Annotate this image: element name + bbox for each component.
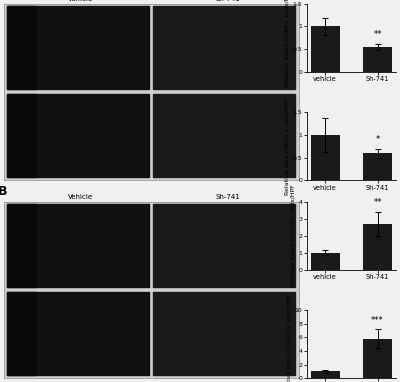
Bar xyxy=(7,94,148,177)
Bar xyxy=(7,94,36,177)
Text: Sh-741: Sh-741 xyxy=(216,0,240,2)
Text: **: ** xyxy=(373,30,382,39)
Bar xyxy=(7,204,36,287)
Bar xyxy=(363,47,392,72)
Bar xyxy=(7,204,148,287)
Bar xyxy=(311,371,340,378)
Bar xyxy=(363,224,392,270)
Bar xyxy=(363,339,392,378)
Text: Sh-741: Sh-741 xyxy=(216,194,240,200)
Bar xyxy=(7,6,148,89)
Text: **: ** xyxy=(373,198,382,207)
Text: *: * xyxy=(375,135,380,144)
Bar xyxy=(363,153,392,180)
Bar xyxy=(7,291,148,375)
Bar xyxy=(153,204,294,287)
Text: B: B xyxy=(0,185,8,198)
Text: Vehicle: Vehicle xyxy=(68,0,93,2)
Y-axis label: Relative Iba1+CD163+ cells/HPF: Relative Iba1+CD163+ cells/HPF xyxy=(287,293,292,382)
Bar xyxy=(7,291,36,375)
Y-axis label: Relative Iba1+CD206+ cells/HPF: Relative Iba1+CD206+ cells/HPF xyxy=(291,184,296,287)
Y-axis label: Relative Iba1+CD86+ cells/HPF: Relative Iba1+CD86+ cells/HPF xyxy=(285,0,290,87)
Bar xyxy=(7,6,36,89)
Text: Vehicle: Vehicle xyxy=(68,194,93,200)
Bar xyxy=(153,6,294,89)
Bar xyxy=(153,291,294,375)
Bar xyxy=(311,253,340,270)
Bar xyxy=(153,94,294,177)
Bar xyxy=(311,135,340,180)
Bar xyxy=(311,26,340,72)
Y-axis label: Relative Iba1+iNOS+ cells/HPF: Relative Iba1+iNOS+ cells/HPF xyxy=(285,98,290,195)
Text: ***: *** xyxy=(371,316,384,325)
